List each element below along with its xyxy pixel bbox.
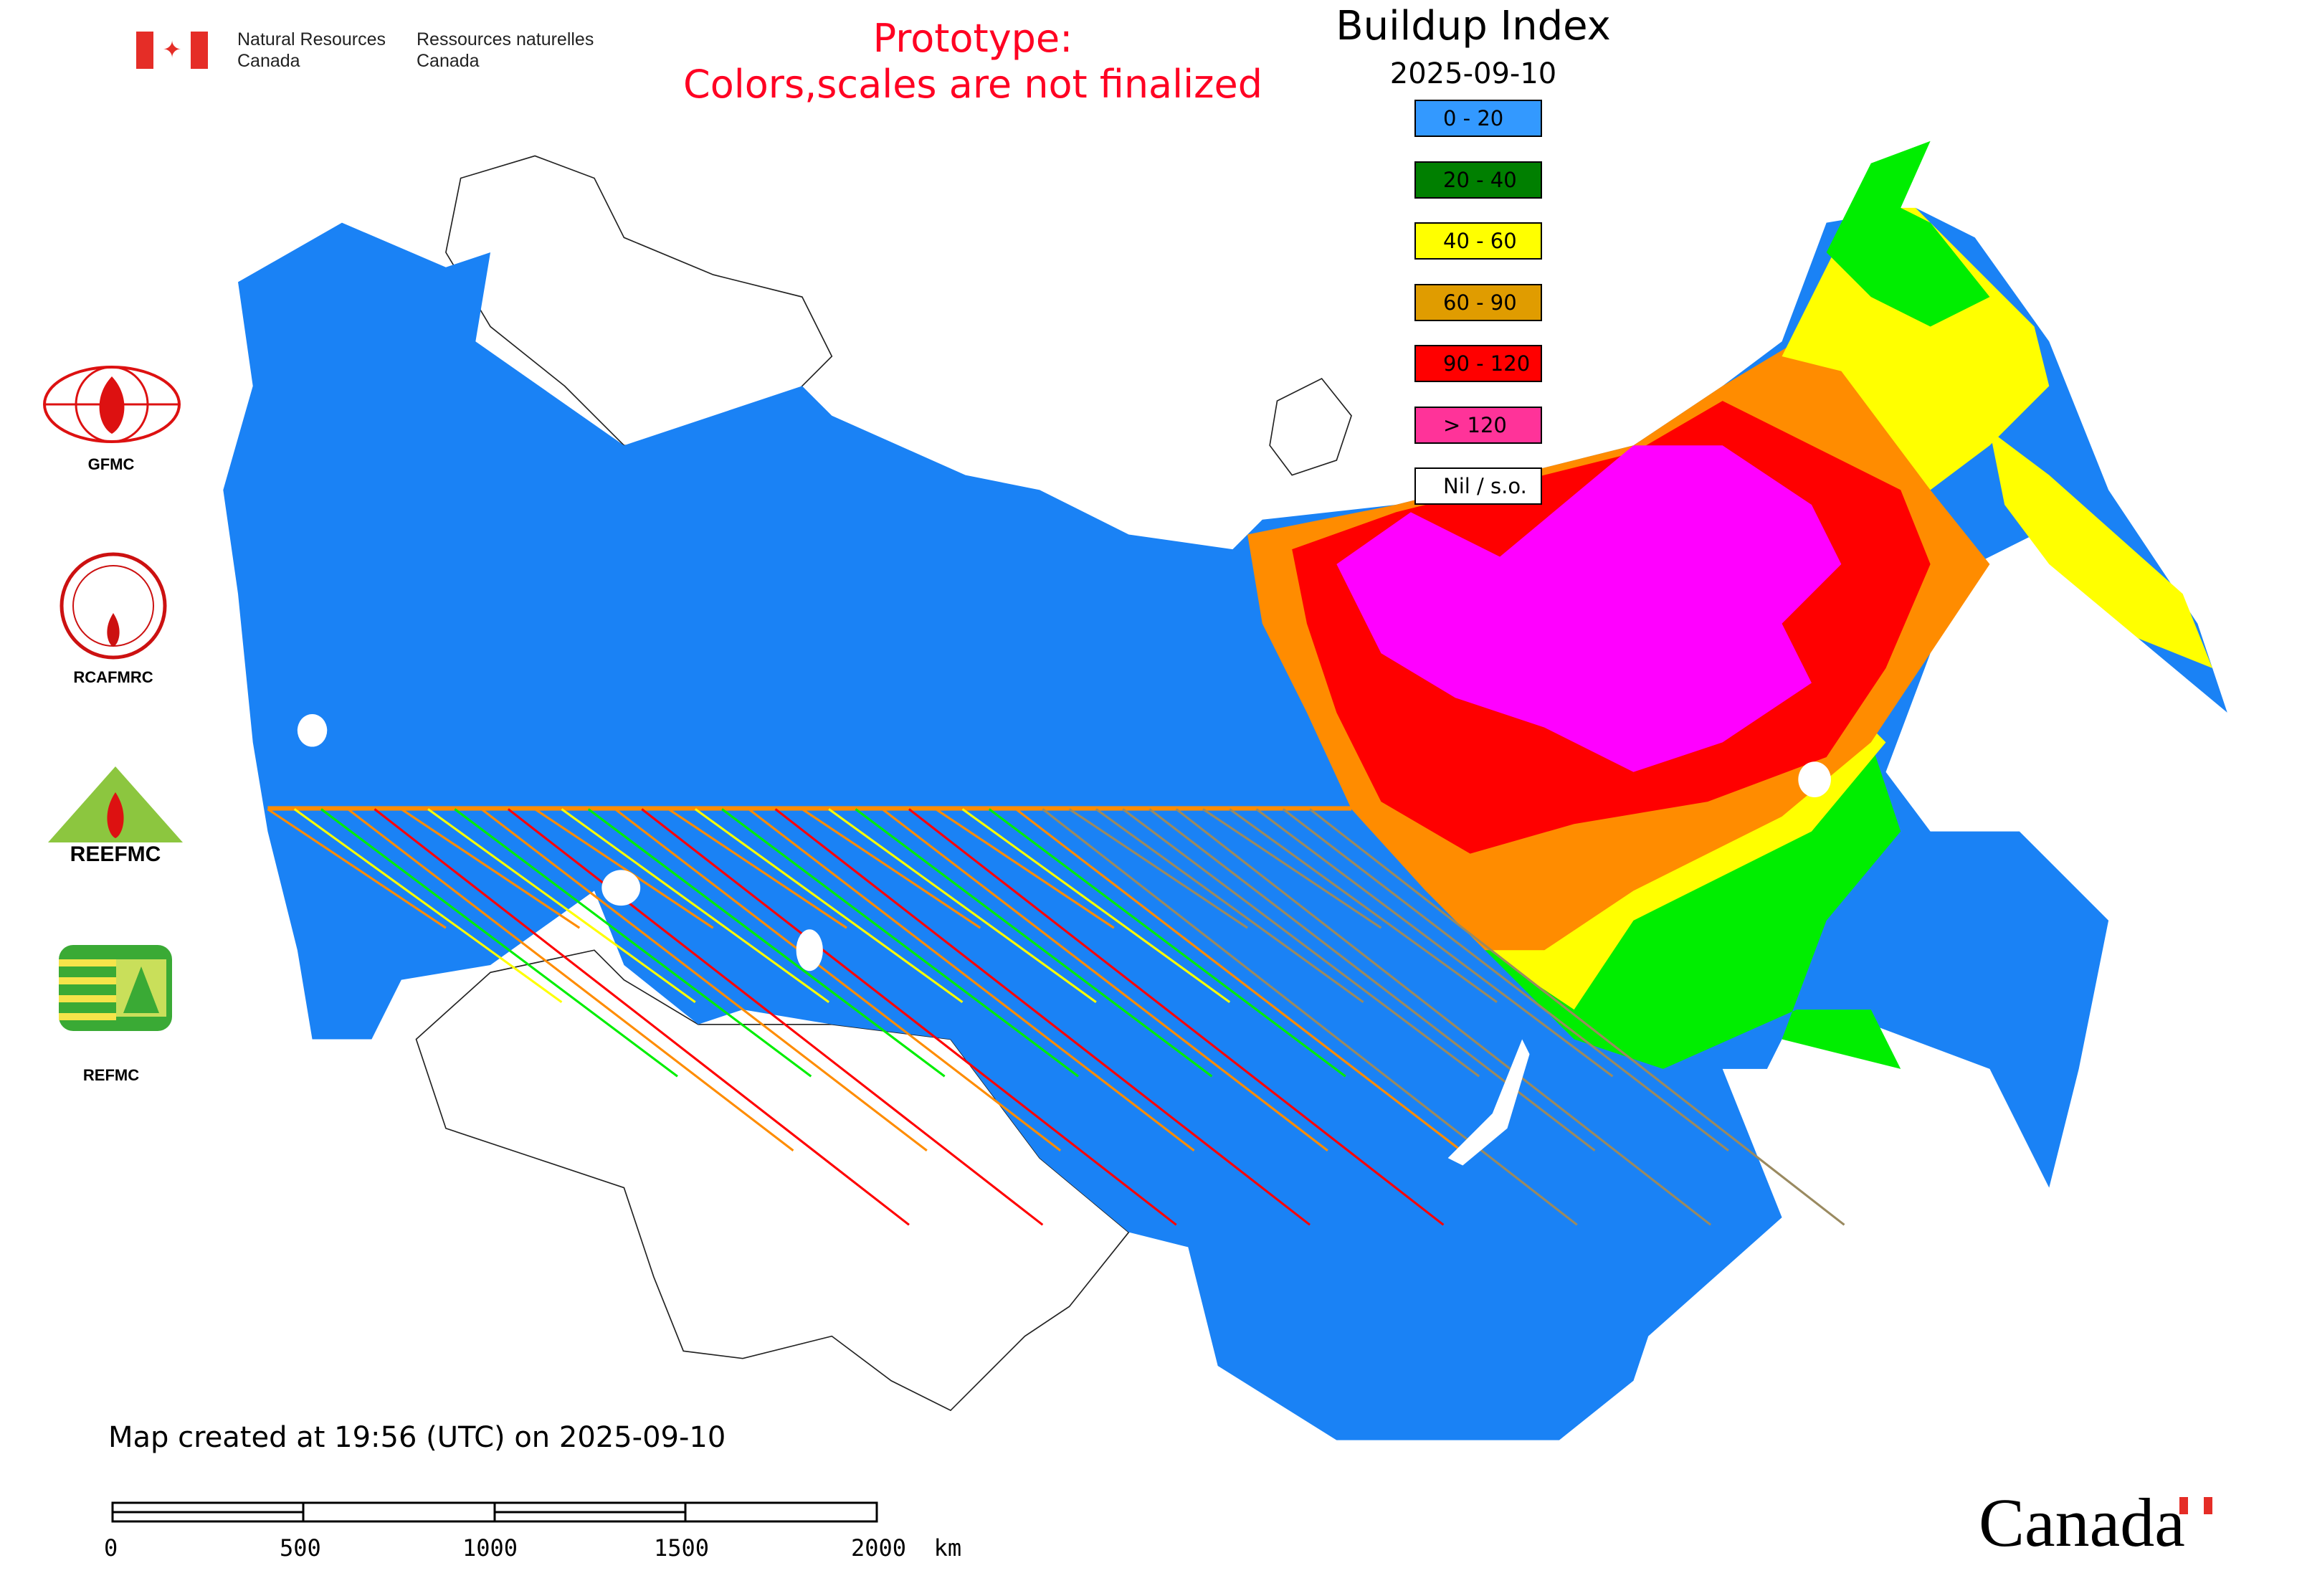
agency-line: Ressources naturelles xyxy=(417,29,594,49)
streak-line xyxy=(748,808,1195,1152)
streak-line xyxy=(1255,808,1614,1078)
agency-name-fr: Ressources naturelles Canada xyxy=(417,29,594,72)
streak-line xyxy=(267,808,447,929)
streak-line xyxy=(507,808,1044,1226)
streak-line xyxy=(480,808,928,1152)
agency-line: Natural Resources xyxy=(237,29,386,49)
scale-label: 0 xyxy=(104,1534,118,1562)
streak-line xyxy=(534,808,714,929)
legend-item: 60 - 90 xyxy=(1414,283,1542,321)
streak-line xyxy=(641,808,1177,1226)
streak-line xyxy=(721,808,1079,1078)
legend-date: 2025-09-10 xyxy=(1389,57,1557,90)
wordmark-flag-icon xyxy=(2179,1497,2212,1514)
rcafmrc-label: RCAFMRC xyxy=(73,668,153,686)
streak-line xyxy=(1122,808,1480,1078)
streak-line xyxy=(855,808,1213,1078)
streak-line xyxy=(320,808,678,1078)
legend-item: 90 - 120 xyxy=(1414,345,1542,382)
prototype-notice: Prototype: Colors,scales are not finaliz… xyxy=(614,16,1331,108)
streak-line xyxy=(400,808,581,929)
streak-line xyxy=(935,808,1115,929)
streak-line xyxy=(427,808,696,1003)
streak-line xyxy=(1202,808,1382,929)
agency-name-en: Natural Resources Canada xyxy=(237,29,386,72)
legend-item: > 120 xyxy=(1414,406,1542,444)
legend-item: 40 - 60 xyxy=(1414,222,1542,260)
lake xyxy=(1798,761,1831,797)
streak-line xyxy=(961,808,1231,1003)
scale-label: 1500 xyxy=(654,1534,710,1562)
streak-line xyxy=(1282,808,1729,1152)
streak-line xyxy=(293,808,563,1003)
streak-line xyxy=(614,808,1062,1152)
streak-line xyxy=(694,808,964,1003)
rcafmrc-logo-icon xyxy=(60,552,167,660)
diagonal-streaks xyxy=(267,808,1845,1226)
gfmc-label: GFMC xyxy=(87,455,135,473)
gfmc-logo-icon xyxy=(43,366,181,443)
streak-line xyxy=(374,808,910,1226)
kamchatka-zone xyxy=(1989,430,2213,668)
reefmc-logo-text: REEFMC xyxy=(70,842,161,864)
legend-title: Buildup Index xyxy=(1336,3,1611,49)
prototype-line: Prototype: xyxy=(872,16,1073,61)
refmc-logo-icon xyxy=(59,945,172,1031)
streak-line xyxy=(1095,808,1364,1003)
scale-bar xyxy=(111,1501,878,1523)
streak-line xyxy=(667,808,847,929)
streak-line xyxy=(828,808,1097,1003)
legend-item: 20 - 40 xyxy=(1414,161,1542,199)
streak-line xyxy=(988,808,1346,1078)
refmc-label: REFMC xyxy=(82,1066,140,1084)
streak-line xyxy=(347,808,794,1152)
streak-line xyxy=(1068,808,1248,929)
streak-line xyxy=(1042,808,1578,1226)
canada-wordmark: Canada xyxy=(1979,1484,2185,1561)
streak-line xyxy=(802,808,981,929)
canada-flag-icon: ✦ xyxy=(136,32,208,69)
streak-line xyxy=(774,808,1311,1226)
agency-line: Canada xyxy=(417,51,480,71)
streak-line xyxy=(881,808,1328,1152)
lake-baikal xyxy=(1447,1039,1530,1166)
streak-line xyxy=(1175,808,1712,1226)
northeast-moderate-zone xyxy=(1826,141,1990,327)
lake xyxy=(601,870,641,906)
streak-line xyxy=(1309,808,1845,1226)
prototype-line: Colors,scales are not finalized xyxy=(683,62,1262,107)
agency-line: Canada xyxy=(237,51,300,71)
legend-item: 0 - 20 xyxy=(1414,100,1542,137)
northeast-mid-zone xyxy=(1782,207,2050,490)
lake xyxy=(796,929,823,972)
streak-line xyxy=(587,808,946,1078)
streak-line xyxy=(454,808,812,1078)
reefmc-logo-icon: REEFMC xyxy=(48,766,183,864)
scale-label: 2000 km xyxy=(851,1534,962,1562)
extreme-index-zone xyxy=(1336,445,1842,772)
seam-band xyxy=(267,806,1352,811)
scale-label: 500 xyxy=(280,1534,321,1562)
lake xyxy=(297,714,328,747)
severnaya-zemlya-outline xyxy=(1269,377,1352,476)
streak-line xyxy=(1015,808,1462,1152)
streak-line xyxy=(1229,808,1498,1003)
map-created-timestamp: Map created at 19:56 (UTC) on 2025-09-10 xyxy=(108,1421,726,1454)
streak-line xyxy=(1148,808,1596,1152)
legend-item: Nil / s.o. xyxy=(1414,467,1542,505)
streak-line xyxy=(908,808,1445,1226)
scale-label: 1000 xyxy=(462,1534,518,1562)
streak-line xyxy=(561,808,830,1003)
